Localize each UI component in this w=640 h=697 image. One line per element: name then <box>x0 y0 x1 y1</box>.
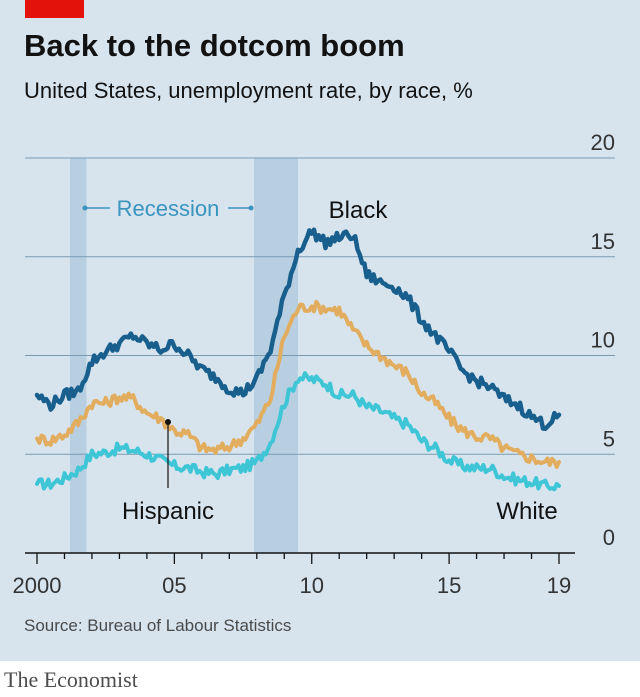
annotations: Recession Black Hispanic White <box>82 196 558 525</box>
hispanic-leader-dot <box>165 419 171 425</box>
chart-title: Back to the dotcom boom <box>24 28 405 63</box>
data-lines <box>34 227 562 492</box>
x-tick-label: 2000 <box>13 573 62 598</box>
x-axis: 2000 05 10 15 19 <box>13 552 575 598</box>
y-tick-label: 5 <box>603 426 615 451</box>
y-tick-label: 15 <box>591 229 615 254</box>
x-tick-label: 19 <box>547 573 571 598</box>
gridlines <box>25 157 615 455</box>
series-line-black <box>34 227 562 431</box>
brand-accent-bar <box>25 0 84 18</box>
series-label-white: White <box>496 498 557 525</box>
x-tick-label: 10 <box>299 573 323 598</box>
source-note: Source: Bureau of Labour Statistics <box>24 616 292 635</box>
publisher-logo: The Economist <box>4 667 138 692</box>
x-tick-label: 15 <box>437 573 461 598</box>
recession-arrow-left-dot <box>82 205 88 211</box>
x-tick-label: 05 <box>162 573 186 598</box>
series-line-hispanic <box>35 299 561 469</box>
y-tick-label: 10 <box>591 328 615 353</box>
chart-panel <box>0 0 640 661</box>
chart-subtitle: United States, unemployment rate, by rac… <box>24 78 473 103</box>
series-label-black: Black <box>329 197 389 224</box>
series-label-hispanic: Hispanic <box>122 498 214 525</box>
recession-label: Recession <box>117 196 220 221</box>
y-axis-labels: 0 5 10 15 20 <box>591 130 615 550</box>
recession-arrow-right-dot <box>248 205 254 211</box>
y-tick-label: 0 <box>603 525 615 550</box>
series-line-white <box>35 371 561 492</box>
y-tick-label: 20 <box>591 130 615 155</box>
